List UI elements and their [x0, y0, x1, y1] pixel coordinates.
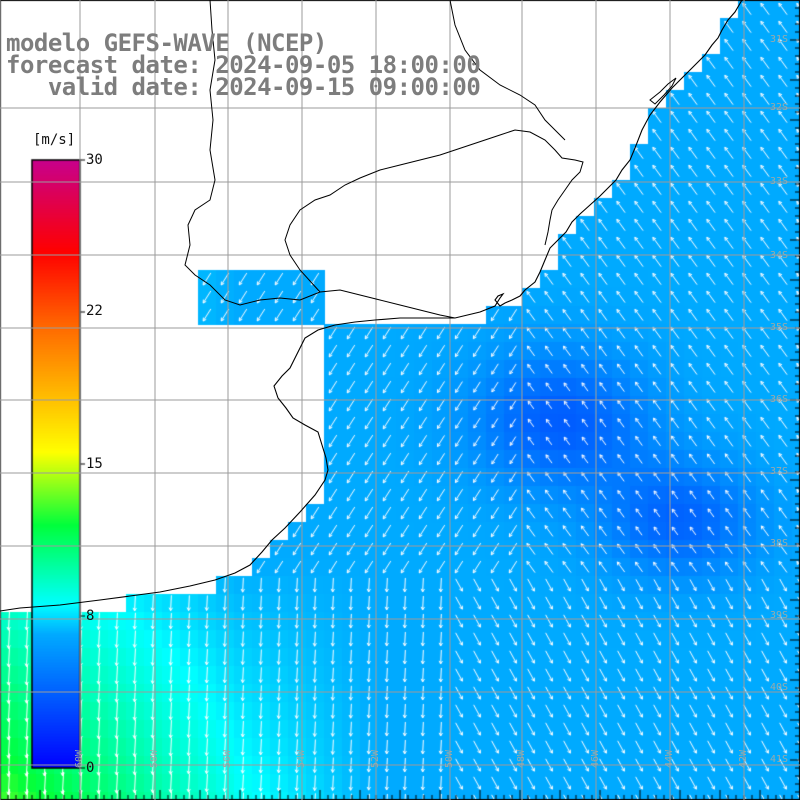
lon-label: 42W — [738, 749, 749, 768]
lon-label: 46W — [590, 749, 601, 768]
title-valid-date: valid date: 2024-09-15 09:00:00 — [6, 73, 481, 101]
lon-label: 56W — [222, 749, 233, 768]
title-forecast-date: forecast date: 2024-09-05 18:00:00 — [6, 51, 481, 79]
colorbar-tick-22: 22 — [86, 303, 103, 319]
colorbar-tick-0: 0 — [86, 760, 95, 776]
lat-label: 34S — [770, 250, 789, 261]
lon-label: 50W — [444, 749, 455, 768]
colorbar-tick-8: 8 — [86, 608, 95, 624]
lat-label: 35S — [770, 322, 789, 333]
lat-label: 41S — [770, 754, 789, 765]
colorbar-tick-30: 30 — [86, 152, 103, 168]
title-model: modelo GEFS-WAVE (NCEP) — [6, 29, 327, 57]
lat-label: 31S — [770, 34, 789, 45]
lon-label: 52W — [370, 749, 381, 768]
lat-label: 38S — [770, 538, 789, 549]
lon-label: 58W — [149, 749, 160, 768]
colorbar-tick-15: 15 — [86, 456, 103, 472]
coastline — [0, 0, 743, 612]
lat-label: 37S — [770, 466, 789, 477]
lon-label: 60W — [74, 749, 85, 768]
lat-label: 33S — [770, 176, 789, 187]
lon-label: 48W — [516, 749, 527, 768]
lat-label: 32S — [770, 102, 789, 113]
lagoa-mirim-outline — [649, 77, 677, 105]
rio-parana-border — [184, 0, 301, 306]
colorbar-unit: [m/s] — [33, 132, 76, 148]
upper-river-outline — [449, 0, 566, 141]
lon-label: 44W — [664, 749, 675, 768]
uruguay-border — [284, 129, 584, 319]
lat-label: 39S — [770, 610, 789, 621]
lat-label: 36S — [770, 394, 789, 405]
lat-label: 40S — [770, 682, 789, 693]
lon-label: 54W — [296, 749, 307, 768]
